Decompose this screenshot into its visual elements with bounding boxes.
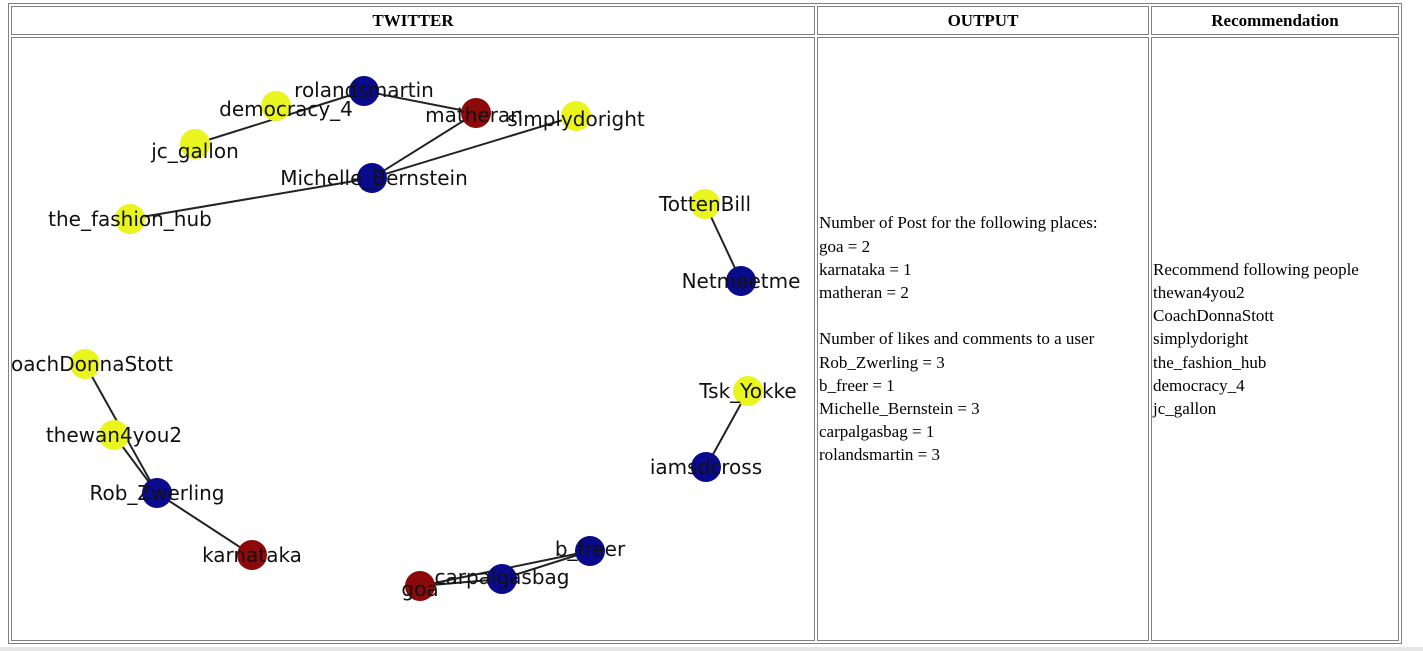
graph-node-label: matheran [425,103,523,127]
user-count: Michelle_Bernstein = 3 [819,399,980,418]
graph-node-label: the_fashion_hub [48,207,212,231]
graph-node-user [575,536,605,566]
users-heading: Number of likes and comments to a user [819,329,1095,349]
graph-edge [501,550,591,580]
place-count: karnataka = 1 [819,259,912,279]
recommendation-cell: Recommend following people thewan4you2 C… [1151,37,1399,641]
graph-node-label: democracy_4 [219,97,353,121]
graph-node-user [487,564,517,594]
header-recommendation: Recommendation [1151,6,1399,35]
user-count: Rob_Zwerling = 3 [819,352,945,372]
user-count: carpalgasbag = 1 [819,422,935,442]
content-row: rolandsmartin democracy_4 matheran simplydo… [11,37,1399,641]
graph-node-label: goa [401,577,438,601]
recommended-person: jc_gallon [1153,399,1217,418]
graph-edge [363,90,477,114]
graph-node-place [405,571,435,601]
graph-node-label: TottenBill [658,192,751,216]
place-count: matheran = 2 [819,283,909,302]
graph-node-follow [180,129,210,159]
graph-node-user [357,163,387,193]
graph-node-label: simplydoright [507,107,645,131]
recommend-heading: Recommend following people [1153,259,1359,279]
graph-edge [156,492,253,556]
graph-node-label: rolandsmartin [294,78,434,102]
graph-node-place [461,98,491,128]
graph-node-follow [690,189,720,219]
graph-edge [371,112,477,179]
places-heading: Number of Post for the following places: [819,213,1098,233]
graph-node-place [237,540,267,570]
recommended-person: CoachDonnaStott [1153,306,1274,326]
graph-node-user [349,76,379,106]
header-twitter: TWITTER [11,6,815,35]
output-cell: Number of Post for the following places:… [817,37,1149,641]
graph-edge [371,115,577,179]
graph-node-label: Michelle_Bernstein [280,166,468,190]
graph-node-label: Netmeetme [682,269,801,293]
twitter-graph-cell: rolandsmartin democracy_4 matheran simplydo… [11,37,815,641]
user-count: rolandsmartin = 3 [819,445,941,465]
graph-node-user [142,478,172,508]
window-bottom-bar [0,647,1423,651]
graph-node-user [691,452,721,482]
graph-node-follow [70,349,100,379]
graph-node-label: CoachDonnaStott [12,352,173,376]
recommended-person: simplydoright [1153,329,1249,349]
graph-node-label: carpalgasbag [435,565,570,589]
user-count: b_freer = 1 [819,375,895,395]
recommended-person: thewan4you2 [1153,282,1245,302]
layout-table: TWITTER OUTPUT Recommendation rolandsmar… [8,3,1402,644]
graph-node-label: thewan4you2 [46,423,182,447]
header-output: OUTPUT [817,6,1149,35]
graph-node-label: iamsdcross [650,455,762,479]
graph-node-follow [115,204,145,234]
graph-node-follow [99,420,129,450]
graph-node-user [726,266,756,296]
place-count: goa = 2 [819,236,871,256]
recommended-person: the_fashion_hub [1153,352,1267,372]
graph-node-label: Rob_Zwerling [90,481,225,505]
graph-node-follow [733,376,763,406]
graph-node-label: Tsk_Yokke [698,379,796,403]
header-row: TWITTER OUTPUT Recommendation [11,6,1399,35]
graph-nodes [70,76,763,601]
graph-edge [129,177,373,220]
graph-node-label: karnataka [202,543,302,567]
graph-node-follow [261,91,291,121]
graph-node-label: b_freer [555,537,626,561]
recommended-person: democracy_4 [1153,375,1245,395]
spacer [818,304,1148,327]
graph-node-label: jc_gallon [150,139,239,163]
graph-node-follow [561,101,591,131]
